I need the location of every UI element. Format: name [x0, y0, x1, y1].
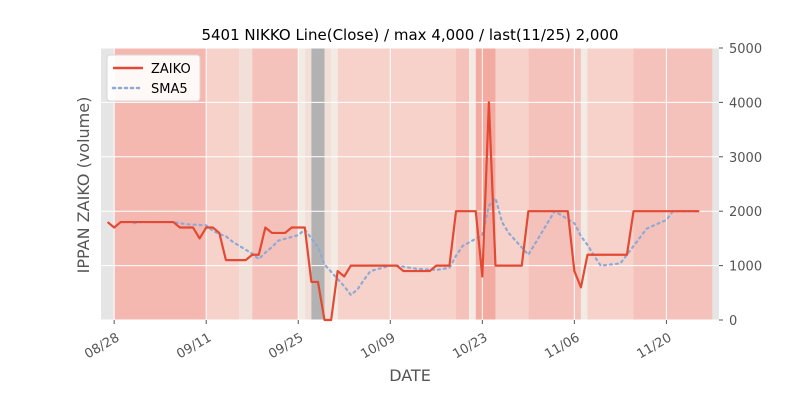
band-7	[311, 48, 325, 320]
band-12	[469, 48, 476, 320]
x-axis-label: DATE	[389, 366, 431, 385]
band-16	[580, 48, 588, 320]
band-14	[495, 48, 529, 320]
band-2	[206, 48, 240, 320]
x-tick-label: 11/06	[542, 330, 582, 362]
band-18	[633, 48, 713, 320]
y-axis-label: IPPAN ZAIKO (volume)	[74, 97, 93, 274]
y-tick-label: 5000	[729, 42, 762, 57]
legend-box	[106, 54, 201, 102]
series-line-sma5	[132, 197, 701, 297]
legend-label-zaiko: ZAIKO	[151, 62, 191, 77]
legend-label-sma5: SMA5	[151, 82, 188, 97]
grid	[101, 47, 719, 321]
band-19	[712, 48, 719, 320]
x-tick-label: 09/25	[266, 330, 306, 362]
band-10	[337, 48, 457, 320]
shaded-bands	[101, 48, 719, 320]
x-tick-label: 11/20	[634, 330, 674, 362]
legend: ZAIKO SMA5	[106, 54, 201, 102]
y-tick-label: 2000	[729, 205, 762, 220]
band-6	[304, 48, 312, 320]
band-15	[528, 48, 581, 320]
series-lines	[106, 101, 701, 322]
band-3	[239, 48, 253, 320]
y-tick-label: 0	[729, 314, 737, 329]
band-5	[298, 48, 305, 320]
chart-title: 5401 NIKKO Line(Close) / max 4,000 / las…	[201, 26, 618, 44]
x-tick-label: 08/28	[82, 330, 122, 362]
x-tick-label: 09/11	[174, 330, 214, 362]
y-tick-label: 3000	[729, 151, 762, 166]
series-line-zaiko	[106, 101, 700, 322]
x-tick-label: 10/23	[450, 330, 490, 362]
band-9	[331, 48, 338, 320]
band-11	[456, 48, 470, 320]
x-tick-label: 10/09	[358, 330, 398, 362]
y-tick-label: 1000	[729, 260, 762, 275]
band-8	[324, 48, 332, 320]
y-tick-label: 4000	[729, 96, 762, 111]
band-17	[587, 48, 634, 320]
band-4	[252, 48, 299, 320]
band-0	[101, 48, 115, 320]
